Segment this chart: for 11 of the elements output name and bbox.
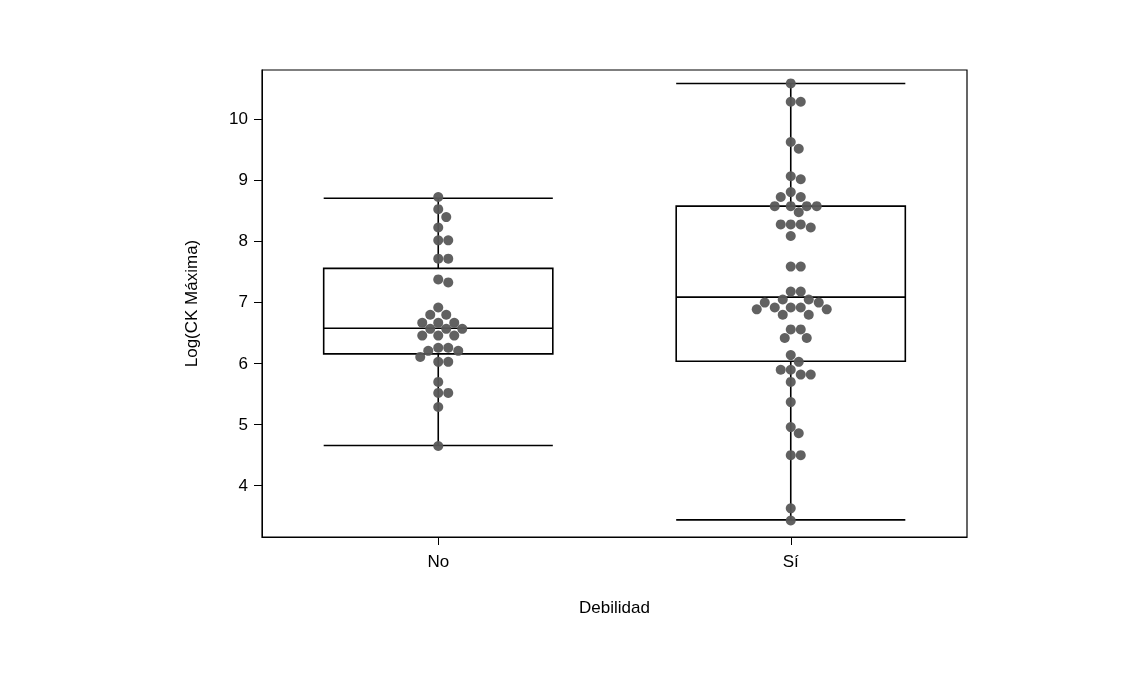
x-tick-label: No [427,552,450,571]
y-tick-label: 10 [229,109,248,129]
y-tick-label: 6 [238,353,248,373]
y-tick-label: 9 [238,170,248,190]
y-tick-label: 5 [238,414,248,434]
x-axis-title: Debilidad [579,598,650,617]
y-tick-label: 8 [238,231,248,251]
x-tick-label: Sí [782,552,800,571]
y-axis-title: Log(CK Máxima) [182,239,201,368]
y-tick-label: 7 [238,292,248,312]
y-tick-label: 4 [238,475,248,495]
